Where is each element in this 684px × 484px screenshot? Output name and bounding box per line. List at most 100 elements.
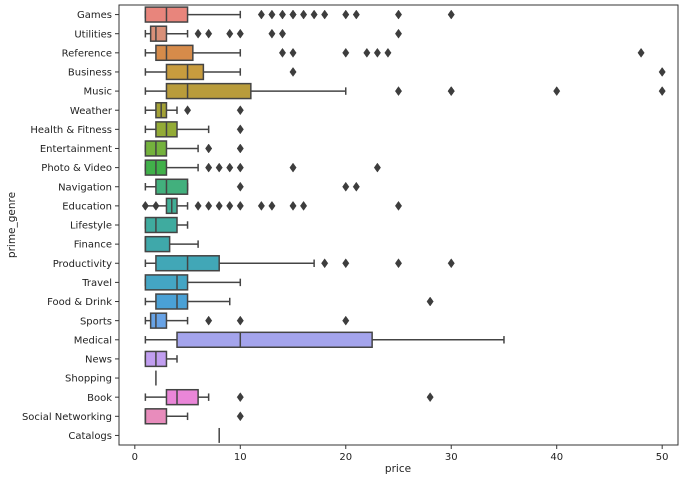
box-group [144,25,403,42]
outlier-point [236,143,244,154]
box-group [141,197,403,215]
plot-area [118,4,679,446]
outlier-point [363,47,371,58]
outlier-point [394,9,403,20]
y-tick-label: Catalogs [68,431,112,442]
outlier-point [342,315,350,326]
outlier-point [268,28,276,39]
outlier-point [236,162,244,173]
box-group [144,44,645,62]
outlier-point [257,200,265,211]
outlier-point [152,200,160,211]
iqr-box [165,63,205,81]
outlier-point [236,105,244,116]
outlier-point [373,47,381,58]
outlier-point [278,9,286,20]
outlier-point [394,28,403,39]
outlier-point [141,200,149,211]
x-axis: 0 10 20 30 40 50 [132,445,669,463]
y-tick-label: Photo & Video [41,163,112,174]
iqr-box [176,331,373,348]
y-tick-label: Business [68,68,112,79]
outlier-point [236,181,244,192]
iqr-box [149,312,168,329]
outlier-point [205,28,213,39]
outlier-point [637,47,645,58]
y-tick-label: Health & Fitness [30,125,112,136]
outlier-point [215,200,223,211]
outlier-point [226,200,234,211]
y-tick-label: Sports [80,316,112,327]
iqr-box [155,178,189,195]
y-tick-label: Productivity [53,259,112,270]
y-tick-label: Travel [81,278,112,289]
box-group [144,121,244,138]
outlier-point [236,200,244,211]
outlier-point [658,67,666,77]
box-group [144,140,244,157]
iqr-box [165,388,199,406]
y-tick-label: Finance [74,240,112,251]
iqr-box [165,82,252,100]
box-group [144,350,178,368]
y-tick-label: News [85,355,112,366]
box-group [144,6,455,23]
y-tick-label: Shopping [65,374,112,385]
box-group [144,63,666,81]
iqr-box [144,408,168,425]
box-group [144,235,199,253]
iqr-box [149,25,168,42]
outlier-point [289,67,297,77]
box-group [144,312,350,329]
y-axis: Games Utilities Reference Business Music Weat… [22,10,119,442]
outlier-point [352,9,360,20]
outlier-point [289,9,297,20]
y-tick-label: Food & Drink [47,297,112,308]
outlier-point [426,296,434,307]
outlier-point [373,162,381,173]
box-group [144,82,666,100]
outlier-point [342,258,350,269]
outlier-point [236,28,244,39]
outlier-point [384,47,392,58]
box-group [144,102,244,119]
box-group [144,178,360,195]
outlier-point [553,86,561,96]
outlier-point [394,258,403,269]
outlier-point [205,162,213,173]
outlier-point [447,258,455,269]
outlier-point [289,162,297,173]
outlier-point [289,200,297,211]
y-tick-label: Entertainment [40,144,112,155]
outlier-point [310,9,318,20]
box-group [144,293,434,310]
outlier-point [342,181,350,192]
outlier-point [236,411,244,422]
outlier-point [394,200,403,211]
box-group [144,408,244,425]
outlier-point [226,162,234,173]
y-tick-label: Social Networking [22,412,112,423]
outlier-point [184,105,192,116]
y-axis-title: prime_genre [6,192,18,258]
outlier-point [236,124,244,135]
outlier-point [226,28,234,39]
box-group [144,274,242,291]
box-group [144,331,505,348]
x-tick-label: 10 [234,452,247,463]
outlier-point [194,200,202,211]
box-group [144,159,381,176]
outlier-point [321,9,329,20]
iqr-box [155,44,194,62]
outlier-point [352,181,360,192]
outlier-point [300,9,308,20]
outlier-point [300,200,308,211]
x-tick-label: 20 [339,452,352,463]
y-tick-label: Utilities [74,29,112,40]
outlier-point [658,86,666,96]
iqr-box [144,274,189,291]
box-group [144,388,434,406]
outlier-point [236,392,244,403]
